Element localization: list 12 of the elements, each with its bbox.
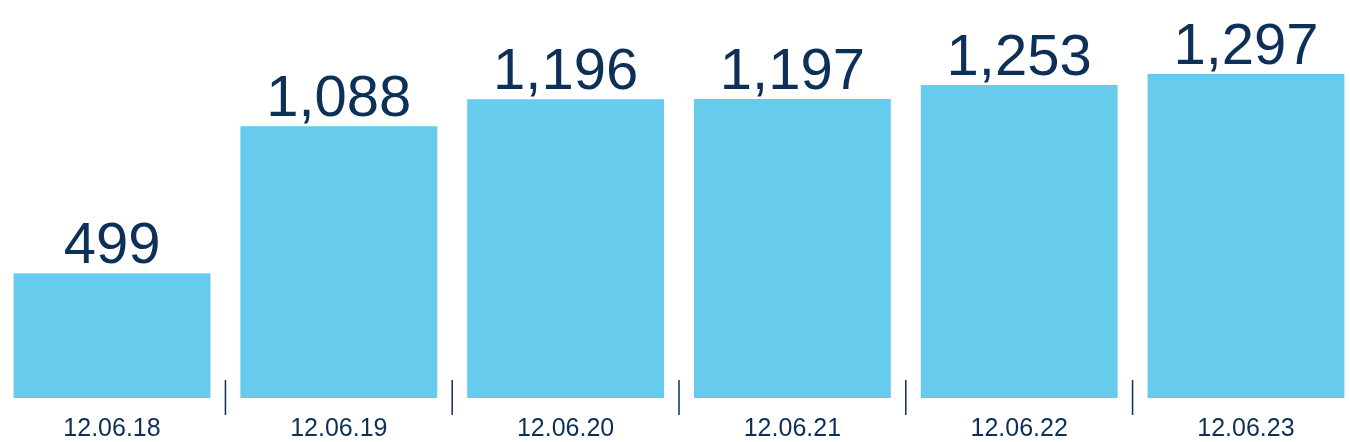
data-label: 1,297 [1173,11,1319,76]
data-label: 1,196 [493,36,639,102]
data-label: 1,253 [946,21,1092,87]
data-label: 499 [63,210,161,276]
x-tick-label: 12.06.22 [970,413,1068,441]
data-label: 1,088 [266,63,412,129]
x-tick-label: 12.06.23 [1197,413,1295,441]
x-tick-label: 12.06.21 [743,413,842,441]
x-tick-label: 12.06.19 [290,413,388,441]
x-tick-label: 12.06.18 [63,413,161,441]
x-tick-label: 12.06.20 [516,413,615,441]
data-label: 1,197 [719,35,865,101]
